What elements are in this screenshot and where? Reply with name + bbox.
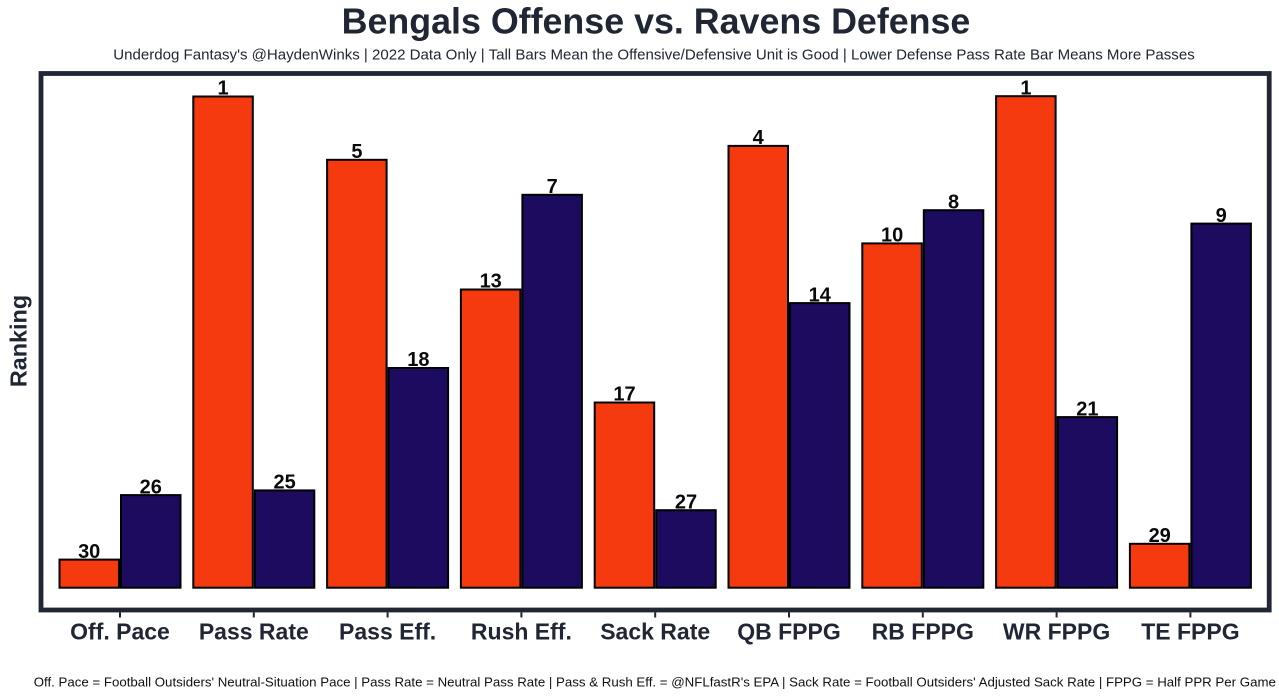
svg-text:21: 21 <box>1076 398 1098 420</box>
svg-text:13: 13 <box>480 271 502 293</box>
svg-text:Ranking: Ranking <box>5 295 31 387</box>
svg-text:Underdog Fantasy's @HaydenWink: Underdog Fantasy's @HaydenWinks | 2022 D… <box>113 46 1194 63</box>
svg-text:Rush Eff.: Rush Eff. <box>471 619 572 645</box>
svg-text:QB FPPG: QB FPPG <box>737 619 841 645</box>
svg-text:Sack Rate: Sack Rate <box>600 619 710 645</box>
svg-text:1: 1 <box>218 78 229 100</box>
svg-text:5: 5 <box>351 141 362 163</box>
svg-text:Pass Rate: Pass Rate <box>199 619 309 645</box>
svg-text:29: 29 <box>1149 525 1171 547</box>
svg-text:7: 7 <box>547 176 558 198</box>
svg-text:30: 30 <box>78 541 100 563</box>
svg-text:10: 10 <box>881 225 903 247</box>
svg-text:9: 9 <box>1216 205 1227 227</box>
svg-text:RB FPPG: RB FPPG <box>872 619 974 645</box>
svg-text:Pass Eff.: Pass Eff. <box>339 619 436 645</box>
svg-text:4: 4 <box>753 127 765 149</box>
svg-text:14: 14 <box>809 284 832 306</box>
svg-text:26: 26 <box>140 476 162 498</box>
svg-text:17: 17 <box>613 384 635 406</box>
svg-text:25: 25 <box>273 472 295 494</box>
svg-text:Off. Pace: Off. Pace <box>70 619 170 645</box>
svg-text:Off. Pace = Football Outsiders: Off. Pace = Football Outsiders' Neutral-… <box>34 675 1276 690</box>
svg-text:WR FPPG: WR FPPG <box>1003 619 1110 645</box>
svg-text:18: 18 <box>407 349 429 371</box>
svg-text:27: 27 <box>675 491 697 513</box>
svg-text:8: 8 <box>948 191 959 213</box>
svg-text:Bengals Offense vs. Ravens Def: Bengals Offense vs. Ravens Defense <box>342 1 971 41</box>
svg-text:1: 1 <box>1020 77 1031 99</box>
svg-text:TE FPPG: TE FPPG <box>1141 619 1239 645</box>
